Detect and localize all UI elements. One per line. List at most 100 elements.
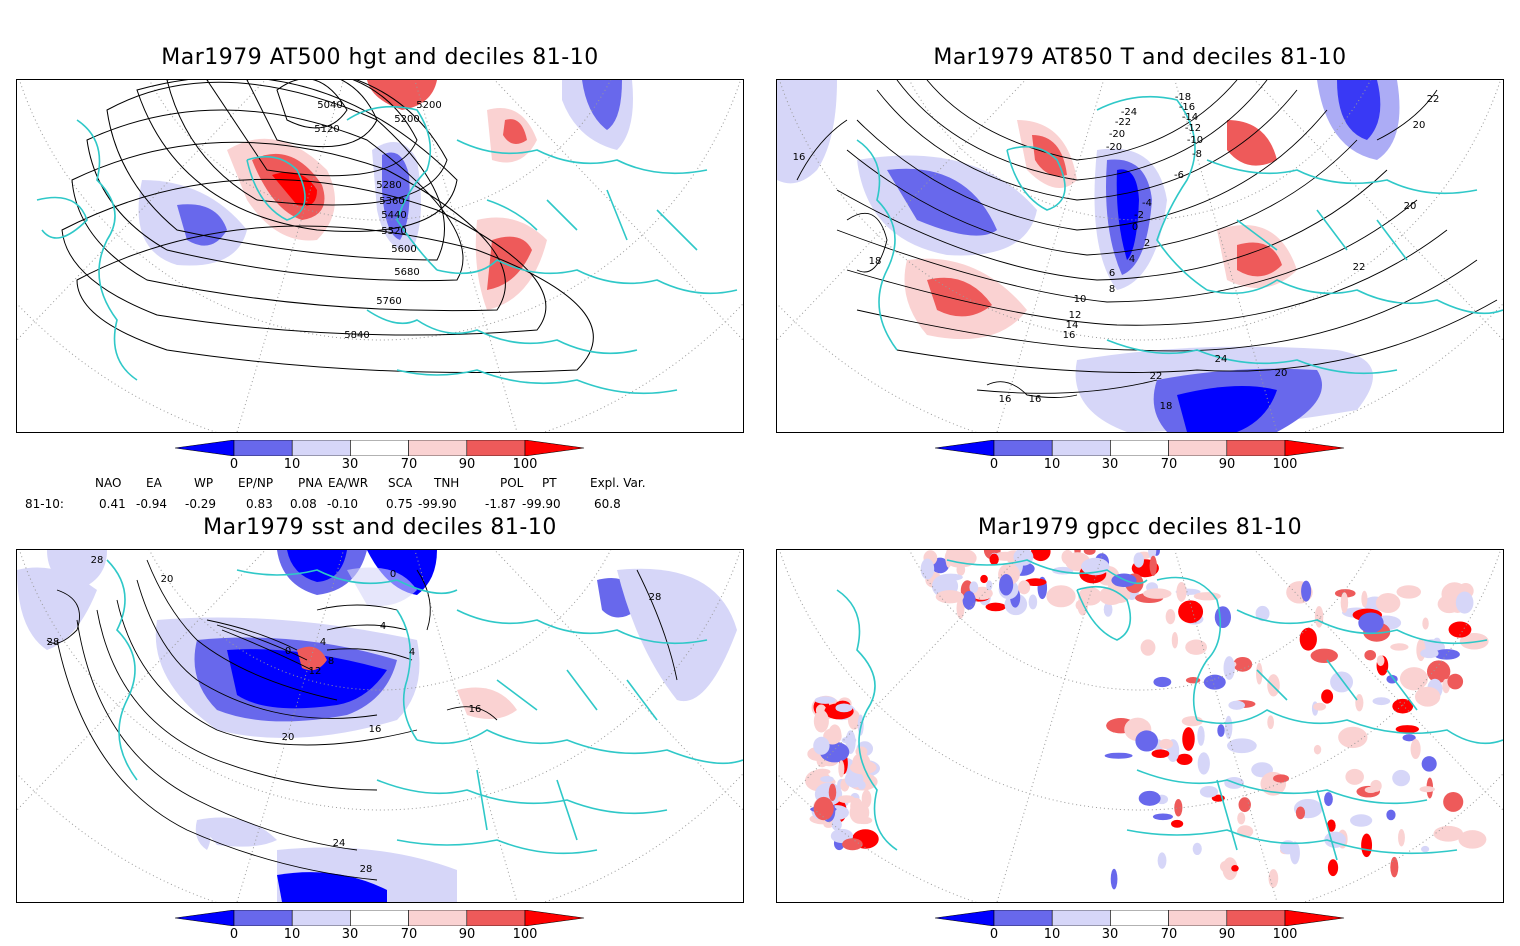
precip-decile-patch [1350, 814, 1373, 827]
svg-text:5280: 5280 [376, 180, 401, 191]
svg-text:5040: 5040 [317, 100, 342, 111]
precip-decile-patch [855, 746, 868, 757]
index-value: 0.75 [386, 497, 413, 511]
svg-text:20: 20 [282, 732, 295, 743]
colorbar-swatch [524, 439, 585, 457]
precip-decile-patch [1104, 752, 1133, 759]
colorbar-swatch [408, 439, 468, 457]
precip-decile-patch [820, 775, 834, 783]
svg-text:20: 20 [1404, 201, 1417, 212]
colorbar-label: 70 [400, 457, 418, 472]
precip-decile-patch [1273, 774, 1290, 783]
svg-text:0: 0 [390, 569, 396, 580]
precip-decile-patch [1455, 591, 1474, 614]
svg-text:-14: -14 [1182, 112, 1198, 123]
precip-decile-patch [1392, 698, 1414, 714]
svg-text:8: 8 [1109, 284, 1115, 295]
colorbar-swatch [1110, 909, 1169, 927]
svg-text:6: 6 [1109, 268, 1115, 279]
precip-decile-patch [831, 818, 842, 831]
svg-text:-22: -22 [1115, 117, 1131, 128]
precip-decile-patch [1152, 813, 1173, 821]
colorbar-label: 90 [458, 457, 476, 472]
precip-decile-patch [1459, 633, 1489, 650]
precip-decile-patch [920, 558, 935, 580]
colorbar-sst: 0 10 30 70 90 100 [174, 909, 585, 946]
colorbar-label: 30 [1101, 457, 1119, 472]
precip-decile-patch [1149, 555, 1157, 576]
precip-decile-patch [844, 770, 864, 788]
precip-decile-patch [1326, 819, 1336, 832]
index-header: PNA [298, 476, 323, 490]
precip-decile-patch [989, 553, 999, 566]
precip-decile-patch [1103, 602, 1113, 617]
precip-decile-patch [835, 703, 853, 713]
colorbar-label: 100 [512, 927, 538, 942]
map-sst: 28 28 20 0 4 8 12 16 20 24 28 16 4 0 4 2… [17, 550, 743, 902]
precip-decile-patch [1426, 660, 1451, 683]
svg-text:5200: 5200 [394, 114, 419, 125]
colorbar-swatch [174, 909, 235, 927]
svg-text:20: 20 [161, 574, 174, 585]
precip-decile-patch [841, 736, 857, 744]
svg-text:16: 16 [999, 394, 1012, 405]
colorbar-swatch [993, 909, 1053, 927]
svg-text:16: 16 [793, 152, 806, 163]
precip-decile-patch [1364, 650, 1377, 661]
index-value: -0.29 [185, 497, 217, 511]
colorbar-swatch [291, 439, 351, 457]
precip-decile-patch [1224, 715, 1233, 739]
precip-decile-patch [1327, 859, 1339, 877]
precip-decile-patch [813, 796, 834, 821]
svg-text:0: 0 [1132, 222, 1138, 233]
precip-decile-patch [1419, 786, 1435, 793]
precip-decile-patch [814, 696, 836, 704]
svg-text:5440: 5440 [381, 210, 406, 221]
precip-decile-patch [1256, 662, 1263, 685]
precip-decile-patch [1414, 686, 1441, 707]
precip-decile-patch [813, 736, 830, 755]
svg-text:12: 12 [309, 666, 322, 677]
precip-decile-patch [1031, 550, 1051, 562]
index-header: EA/WR [328, 476, 369, 490]
svg-text:5600: 5600 [391, 244, 416, 255]
svg-text:28: 28 [91, 555, 104, 566]
precip-decile-patch [1197, 752, 1210, 775]
precip-decile-patch [1396, 585, 1422, 599]
precip-decile-patch [837, 795, 856, 803]
colorbar-label: 10 [1043, 457, 1061, 472]
colorbar-label: 30 [1101, 927, 1119, 942]
svg-text:5120: 5120 [314, 124, 339, 135]
precip-decile-patch [1165, 609, 1176, 625]
precip-decile-patch [1140, 639, 1156, 656]
colorbar-label: 90 [1218, 457, 1236, 472]
svg-text:4: 4 [409, 647, 415, 658]
precip-decile-patch [1443, 791, 1464, 812]
colorbar-swatch [466, 909, 526, 927]
precip-decile-patch [1267, 715, 1275, 730]
precip-decile-patch [828, 783, 837, 802]
map-panel-gpcc [776, 549, 1504, 903]
svg-text:16: 16 [1029, 394, 1042, 405]
precip-decile-patch [1227, 738, 1257, 754]
colorbar-swatch [350, 439, 409, 457]
colorbar-swatch [350, 909, 409, 927]
svg-text:5680: 5680 [394, 267, 419, 278]
svg-text:4: 4 [320, 637, 326, 648]
colorbar-swatch [1051, 909, 1111, 927]
precip-decile-patch [1433, 649, 1460, 660]
svg-text:18: 18 [869, 256, 882, 267]
precip-decile-patch [1421, 756, 1437, 772]
precip-decile-patch [1338, 726, 1368, 749]
index-value: 0.08 [290, 497, 317, 511]
svg-text:-24: -24 [1121, 107, 1137, 118]
precip-decile-patch [1321, 689, 1334, 704]
precip-decile-patch [993, 551, 1017, 561]
svg-text:28: 28 [360, 864, 373, 875]
colorbar-swatch [934, 439, 995, 457]
precip-decile-patch [1098, 586, 1124, 606]
colorbar-swatches [934, 909, 1345, 927]
precip-decile-patch [1398, 828, 1405, 847]
precip-decile-patch [1310, 648, 1338, 663]
precip-decile-patch [969, 581, 979, 594]
